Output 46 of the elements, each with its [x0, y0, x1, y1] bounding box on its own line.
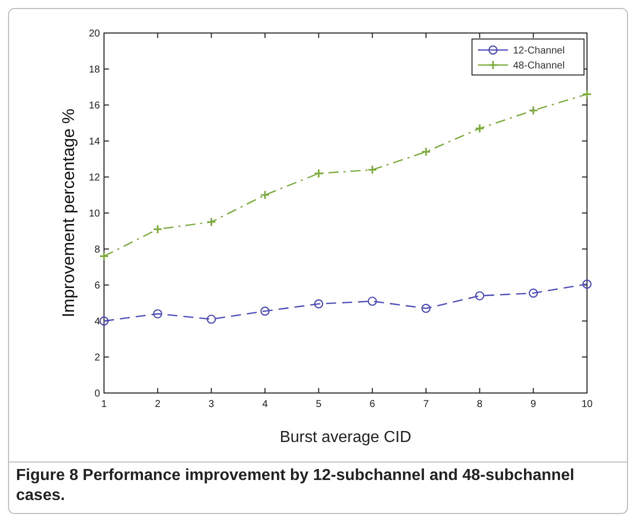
- x-tick-label: 6: [370, 399, 376, 410]
- x-tick-label: 5: [316, 399, 322, 410]
- point: [582, 280, 592, 289]
- point: [99, 251, 109, 261]
- x-tick-label: 2: [154, 399, 161, 410]
- point: [368, 165, 378, 175]
- y-tick-label: 14: [88, 136, 100, 148]
- point: [528, 288, 538, 298]
- y-tick-label: 20: [88, 28, 100, 40]
- point: [314, 168, 324, 178]
- x-axis-title: Burst average CID: [280, 429, 412, 446]
- point: [206, 314, 216, 324]
- y-tick-label: 2: [94, 352, 100, 364]
- point: [206, 217, 216, 227]
- legend-label: 48-Channel: [513, 60, 565, 72]
- point: [99, 316, 109, 326]
- point: [475, 291, 484, 300]
- y-tick-label: 16: [88, 100, 100, 112]
- y-tick-label: 18: [88, 64, 100, 76]
- y-axis-title: Improvement percentage %: [59, 108, 78, 318]
- point: [368, 296, 377, 306]
- y-tick-label: 10: [88, 208, 100, 220]
- y-tick-label: 4: [94, 316, 100, 328]
- x-tick-label: 3: [208, 399, 215, 410]
- x-tick-label: 9: [530, 399, 537, 410]
- x-tick-label: 10: [581, 399, 593, 410]
- legend-label: 12-Channel: [513, 46, 565, 56]
- point: [421, 147, 431, 157]
- point: [153, 309, 162, 318]
- y-tick-label: 0: [94, 388, 100, 400]
- point: [260, 306, 270, 316]
- x-tick-label: 8: [476, 399, 483, 410]
- y-tick-label: 8: [94, 244, 100, 256]
- x-tick-label: 4: [262, 399, 268, 410]
- x-tick-label: 1: [101, 399, 108, 410]
- point: [260, 190, 270, 200]
- point: [528, 106, 538, 116]
- point: [152, 224, 162, 234]
- point: [421, 304, 431, 313]
- point: [314, 299, 324, 308]
- y-tick-label: 6: [94, 280, 100, 292]
- point: [474, 124, 484, 134]
- x-tick-label: 7: [423, 399, 430, 410]
- y-tick-label: 12: [88, 172, 100, 184]
- point: [582, 89, 592, 99]
- caption: Figure 8 Performance improvement by 12-subchannel and 48-subchannel cases.: [16, 466, 576, 506]
